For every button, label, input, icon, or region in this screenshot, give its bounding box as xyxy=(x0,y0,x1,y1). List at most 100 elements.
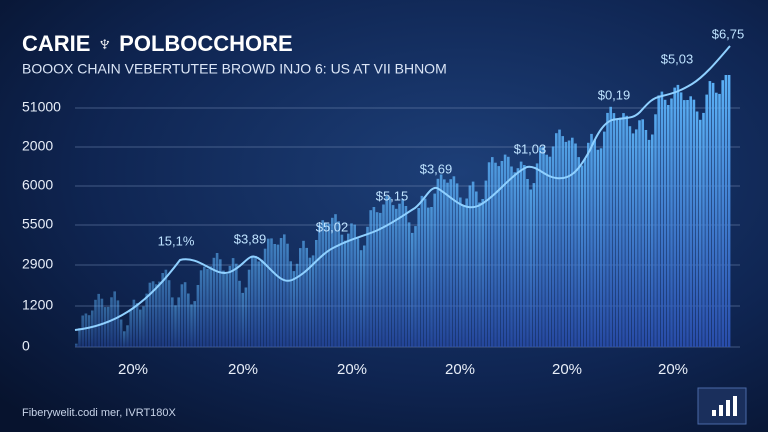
column-decoration xyxy=(516,168,520,347)
column-decoration xyxy=(158,281,161,347)
column-decoration xyxy=(299,248,302,347)
y-axis-label: 0 xyxy=(22,338,30,354)
title: CARIE ♆ POLBOCCHORE xyxy=(22,31,293,56)
column-decoration xyxy=(363,245,366,347)
column-decoration xyxy=(647,139,651,347)
column-decoration xyxy=(199,270,203,347)
column-decoration xyxy=(404,206,408,347)
column-decoration xyxy=(708,81,712,347)
subtitle: BOOOX CHAIN VEBERTUTEE BROWD INJO 6: US … xyxy=(22,61,447,77)
column-decoration xyxy=(359,250,363,347)
column-decoration xyxy=(539,147,542,347)
column-decoration xyxy=(395,208,398,347)
column-decoration xyxy=(183,282,187,347)
column-decoration xyxy=(180,284,184,347)
column-decoration xyxy=(241,292,244,347)
column-decoration xyxy=(353,224,356,347)
column-decoration xyxy=(273,244,276,347)
column-decoration xyxy=(535,163,539,347)
column-decoration xyxy=(209,266,212,347)
column-decoration xyxy=(164,269,168,347)
column-decoration xyxy=(564,141,568,347)
column-decoration xyxy=(577,157,580,347)
column-decoration xyxy=(455,183,459,347)
column-decoration xyxy=(443,179,446,347)
column-decoration xyxy=(212,257,216,347)
column-decoration xyxy=(286,243,289,347)
x-axis-label: 20% xyxy=(658,361,688,378)
column-decoration xyxy=(187,293,190,347)
column-decoration xyxy=(107,306,110,347)
column-decoration xyxy=(599,148,603,347)
column-decoration xyxy=(670,98,673,347)
column-decoration xyxy=(555,133,558,347)
column-decoration xyxy=(513,172,516,347)
y-axis-label: 2900 xyxy=(22,256,53,272)
column-decoration xyxy=(379,212,382,347)
column-decoration xyxy=(151,281,155,347)
column-decoration xyxy=(203,266,206,347)
column-decoration xyxy=(302,240,305,347)
column-decoration xyxy=(699,119,702,347)
y-axis-label: 1200 xyxy=(22,297,53,313)
column-decoration xyxy=(340,234,344,347)
column-decoration xyxy=(193,301,196,347)
column-decoration xyxy=(327,223,331,347)
column-decoration xyxy=(593,139,596,347)
column-decoration xyxy=(548,156,552,347)
column-decoration xyxy=(446,182,449,347)
column-decoration xyxy=(711,82,715,348)
x-axis-label: 20% xyxy=(228,361,258,378)
column-decoration xyxy=(571,137,574,347)
column-decoration xyxy=(484,180,488,347)
column-decoration xyxy=(433,193,436,347)
column-decoration xyxy=(721,80,724,347)
column-decoration xyxy=(257,261,260,347)
column-decoration xyxy=(75,343,78,347)
column-decoration xyxy=(439,174,443,347)
x-axis-label: 20% xyxy=(445,361,475,378)
column-decoration xyxy=(311,255,315,347)
column-decoration xyxy=(420,195,424,347)
column-decoration xyxy=(724,75,728,347)
logo-icon xyxy=(697,387,747,425)
column-decoration xyxy=(596,149,600,347)
column-decoration xyxy=(225,273,228,347)
column-decoration xyxy=(356,238,360,347)
column-decoration xyxy=(260,259,264,347)
column-decoration xyxy=(507,156,510,347)
column-decoration xyxy=(126,325,129,347)
column-decoration xyxy=(343,240,347,347)
column-decoration xyxy=(692,99,696,347)
column-decoration xyxy=(468,185,472,347)
column-decoration xyxy=(177,297,180,347)
column-decoration xyxy=(622,113,625,347)
footer: Fiberywelit.codi mer, IVRT180X xyxy=(22,407,177,419)
column-decoration xyxy=(190,304,193,347)
annotation: $6,75 xyxy=(712,26,745,41)
column-decoration xyxy=(119,319,123,347)
column-decoration xyxy=(430,207,433,347)
annotation: $1,03 xyxy=(514,141,547,156)
column-decoration xyxy=(308,257,312,347)
column-decoration xyxy=(519,161,523,347)
column-decoration xyxy=(305,247,308,347)
column-decoration xyxy=(603,131,606,347)
column-decoration xyxy=(97,293,100,347)
annotation: $0,19 xyxy=(598,87,631,102)
annotation: $3,69 xyxy=(420,161,453,176)
column-decoration xyxy=(532,183,536,347)
column-decoration xyxy=(174,305,177,347)
column-decoration xyxy=(465,198,468,347)
column-decoration xyxy=(145,293,148,347)
column-decoration xyxy=(385,196,388,347)
icon-bar xyxy=(726,400,730,416)
column-decoration xyxy=(705,94,708,347)
column-decoration xyxy=(94,299,97,347)
column-decoration xyxy=(401,199,404,347)
x-axis-label: 20% xyxy=(118,361,148,378)
column-decoration xyxy=(631,133,635,347)
column-decoration xyxy=(369,210,372,347)
